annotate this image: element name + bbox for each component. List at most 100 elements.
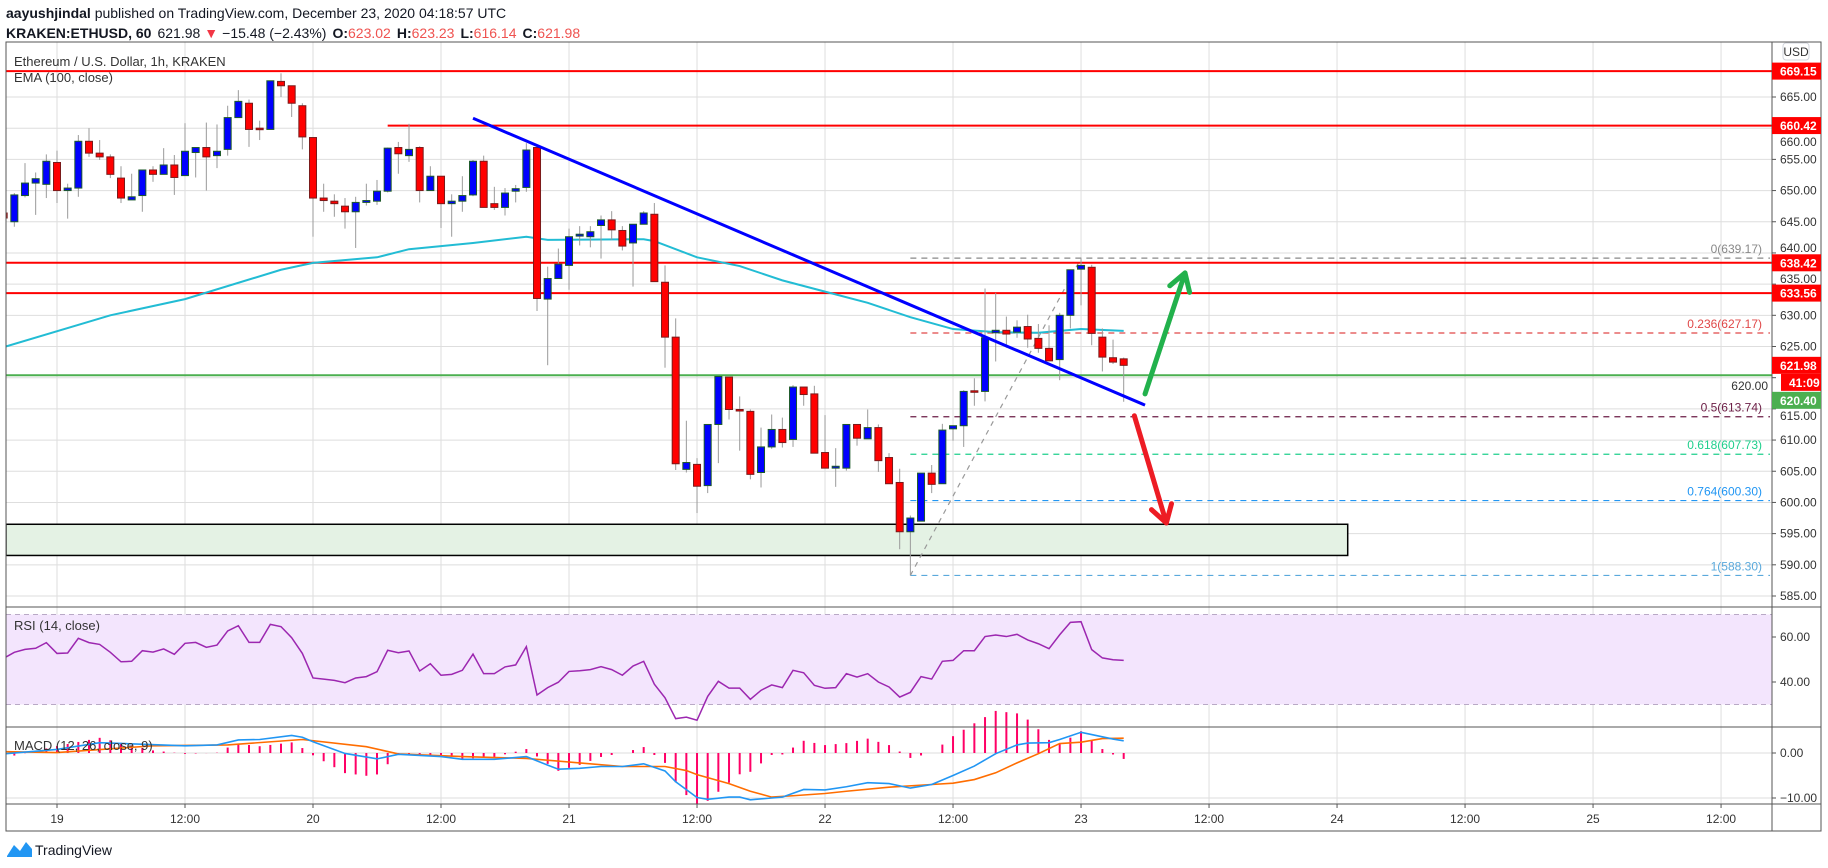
symbol-info: KRAKEN:ETHUSD, 60 621.98 ▼ −15.48 (−2.43%) O… (6, 25, 580, 41)
close-value: 621.98 (537, 25, 580, 41)
candle-body-up (639, 212, 648, 225)
candle (725, 376, 734, 420)
candle (415, 146, 424, 203)
author-name[interactable]: aayushjindal (6, 5, 91, 21)
open-label: O: (332, 25, 348, 41)
candle-body-down (53, 161, 61, 192)
candle-body-up (842, 423, 851, 469)
high-label: H: (397, 25, 412, 41)
candle (597, 215, 606, 259)
candle (234, 90, 243, 119)
support-level-badge: 620.40 (1772, 391, 1821, 409)
candle-body-up (1066, 269, 1075, 316)
candle (149, 166, 158, 182)
candle (117, 166, 126, 204)
currency-button[interactable]: USD (1782, 42, 1810, 61)
candle (810, 385, 819, 454)
support-level-badge-text: 620.40 (1780, 394, 1817, 408)
candle-body-down (1045, 347, 1054, 362)
time-tick-label: 23 (1074, 812, 1088, 826)
candle (991, 292, 1000, 362)
candle (309, 137, 318, 237)
candle (74, 135, 83, 197)
candle (799, 386, 808, 406)
candle (735, 396, 744, 451)
candle (106, 154, 115, 179)
candle (778, 417, 787, 448)
publish-text: published on TradingView.com, December 2… (91, 5, 506, 21)
chart-title[interactable]: Ethereum / U.S. Dollar, 1h, KRAKEN (14, 54, 226, 69)
candle (938, 423, 947, 485)
price-level-badge: 638.42 (1772, 254, 1821, 272)
candle-body-down (821, 452, 830, 469)
arrow-up-icon[interactable] (1142, 270, 1193, 397)
rsi-legend[interactable]: RSI (14, close) (14, 618, 100, 633)
support-zone[interactable] (6, 523, 1349, 557)
candle-body-up (863, 427, 872, 440)
candle-body-down (874, 427, 883, 462)
candle (469, 159, 478, 197)
candle (191, 147, 200, 178)
candle (20, 163, 29, 198)
candle (767, 414, 776, 449)
candle (330, 194, 339, 217)
arrow-down-icon[interactable] (1131, 413, 1175, 526)
candle-body-up (597, 219, 606, 226)
candle (213, 124, 222, 169)
axes: 19 12:00 20 12:00 21 12:00 22 12:00 23 12:00 24 12:… (5, 41, 1822, 832)
candle-body-up (42, 160, 51, 185)
candle (1109, 339, 1118, 364)
macd-tick-label: −10.00 (1780, 791, 1817, 805)
candle-body-down (1002, 329, 1011, 335)
candle-body-down (778, 428, 787, 444)
time-tick-label: 12:00 (1706, 812, 1736, 826)
candle (575, 226, 584, 246)
ema-legend[interactable]: EMA (100, close) (14, 70, 113, 85)
time-tick-label: 12:00 (170, 812, 200, 826)
candle (586, 226, 595, 248)
candle (127, 173, 136, 201)
candle (181, 123, 190, 177)
candle (245, 99, 254, 147)
candle (821, 415, 830, 469)
candle-body-down (287, 85, 296, 104)
candle-body-up (362, 200, 371, 203)
price-tick-label: 665.00 (1780, 90, 1817, 104)
candle (298, 103, 307, 150)
candle-body-up (703, 423, 712, 487)
candle-body-down (671, 336, 680, 465)
candle (319, 183, 328, 212)
candle-body-up (191, 147, 200, 154)
price-tick-label: 615.00 (1780, 409, 1817, 423)
high-value: 623.23 (412, 25, 455, 41)
publish-info: aayushjindal published on TradingView.co… (6, 5, 506, 21)
candle-body-down (394, 147, 403, 155)
fib-level-label: 0.236(627.17) (1687, 317, 1762, 331)
candle-body-up (981, 337, 990, 392)
candle (746, 409, 755, 480)
candle (95, 140, 104, 160)
price-level-badge-text: 638.42 (1780, 256, 1817, 270)
candle (970, 378, 979, 406)
candle-body-down (533, 147, 542, 299)
time-tick-label: 12:00 (938, 812, 968, 826)
candle (650, 203, 659, 283)
price-tick-label: 625.00 (1780, 340, 1817, 354)
trendline[interactable] (472, 116, 1146, 407)
rsi-band (6, 614, 1772, 705)
candle-body-down (927, 472, 936, 485)
candle-body-up (1013, 326, 1022, 333)
candle-body-up (234, 100, 243, 119)
macd-tick-label: 0.00 (1780, 746, 1804, 760)
candle (1066, 269, 1075, 329)
candle-body-down (650, 213, 659, 283)
fib-trend-line[interactable] (909, 257, 1082, 576)
macd-legend[interactable]: MACD (12, 26, close, 9) (14, 738, 153, 753)
tradingview-logo[interactable]: TradingView (7, 842, 113, 858)
candle-body-down (618, 229, 627, 247)
candle (170, 155, 179, 195)
support-level-badge-bg (1772, 391, 1821, 409)
candle (1034, 324, 1043, 353)
candle (159, 148, 168, 175)
